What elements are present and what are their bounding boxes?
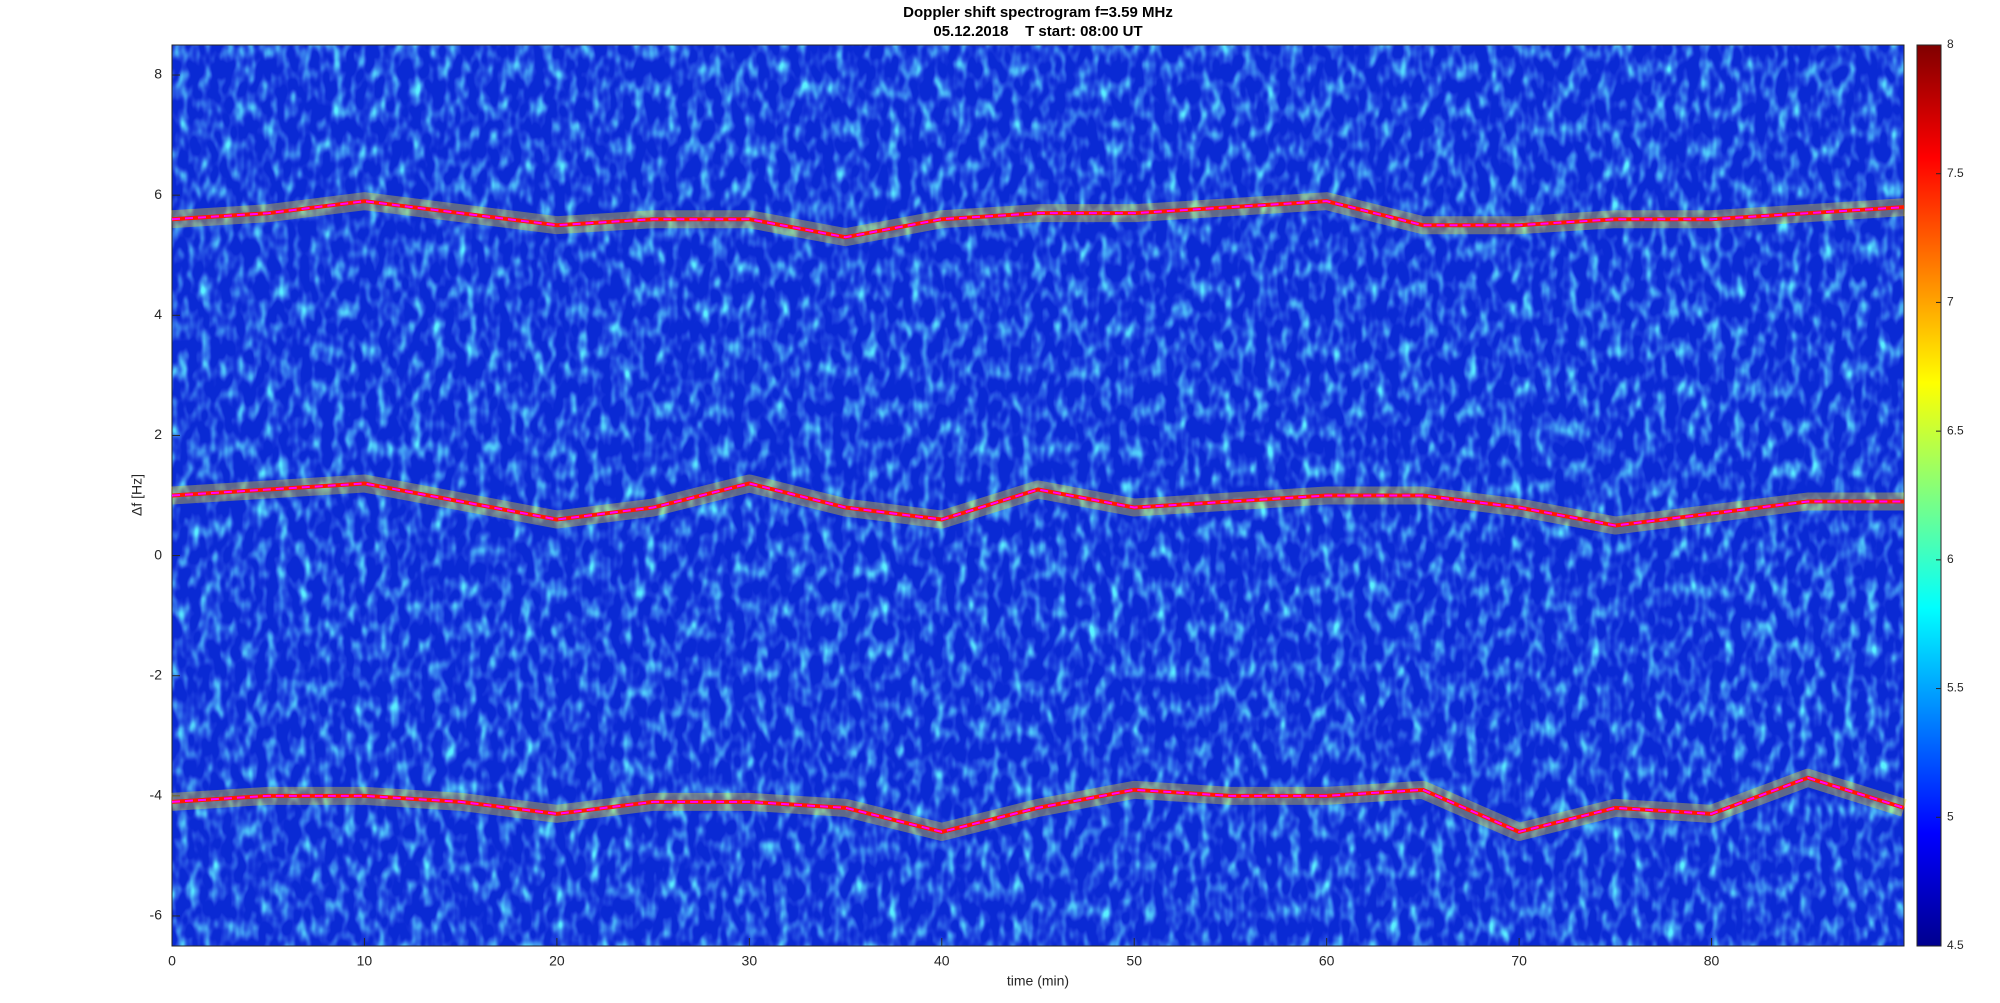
colorbar-tick-label: 4.5 xyxy=(1947,938,1964,952)
colorbar-tick-label: 5 xyxy=(1947,809,1954,823)
x-tick-label: 80 xyxy=(1704,953,1720,969)
x-axis-label: time (min) xyxy=(1007,973,1069,989)
trace-line xyxy=(171,200,1905,239)
x-tick-label: 50 xyxy=(1126,953,1142,969)
colorbar-tick-label: 6 xyxy=(1947,552,1954,566)
colorbar-tick-label: 7.5 xyxy=(1947,166,1964,180)
colorbar-tick-label: 7 xyxy=(1947,295,1954,309)
chart-title: Doppler shift spectrogram f=3.59 MHz xyxy=(903,4,1173,21)
y-tick-label: 2 xyxy=(154,426,162,442)
x-tick-label: 30 xyxy=(742,953,758,969)
x-tick-label: 0 xyxy=(168,953,176,969)
colorbar-tick-label: 6.5 xyxy=(1947,423,1964,437)
x-tick-label: 70 xyxy=(1511,953,1527,969)
y-axis-label: Δf [Hz] xyxy=(129,474,145,516)
x-tick-label: 10 xyxy=(357,953,373,969)
trace-line xyxy=(171,776,1905,833)
x-tick-label: 20 xyxy=(549,953,565,969)
x-tick-label: 60 xyxy=(1319,953,1335,969)
chart-subtitle: 05.12.2018 T start: 08:00 UT xyxy=(933,23,1142,40)
colorbar-tick-label: 5.5 xyxy=(1947,681,1964,695)
y-tick-label: 4 xyxy=(154,306,162,322)
x-tick-label: 40 xyxy=(934,953,950,969)
y-tick-label: -6 xyxy=(150,907,163,923)
colorbar xyxy=(1916,44,1942,947)
y-tick-label: 6 xyxy=(154,186,162,202)
y-tick-label: -4 xyxy=(150,787,163,803)
y-tick-label: 8 xyxy=(154,66,162,82)
spectrogram-noise xyxy=(172,45,1904,946)
trace-line xyxy=(171,482,1904,527)
y-tick-label: -2 xyxy=(150,666,163,682)
colorbar-tick-label: 8 xyxy=(1947,37,1954,51)
y-tick-label: 0 xyxy=(154,546,162,562)
